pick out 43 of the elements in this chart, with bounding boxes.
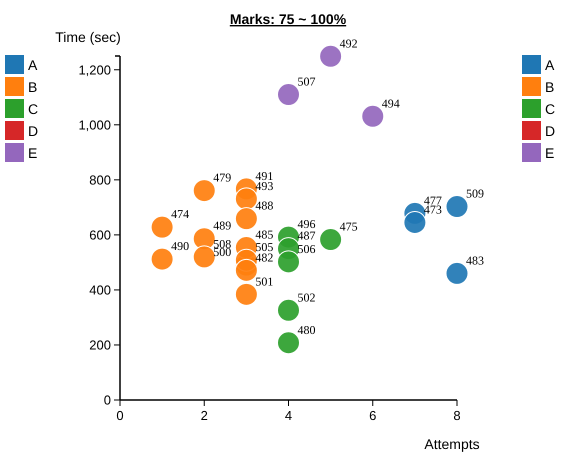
annotation: 491	[255, 168, 274, 183]
annotation: 507	[298, 74, 316, 89]
legend-label: E	[545, 144, 554, 161]
annotation: 483	[466, 253, 484, 268]
x-tick-label: 4	[284, 408, 292, 423]
annotation: 490	[171, 239, 190, 254]
x-tick-label: 8	[453, 408, 461, 423]
annotation: 509	[466, 186, 484, 201]
annotation: 496	[298, 217, 316, 232]
chart-title: Marks: 75 ~ 100%	[230, 11, 347, 27]
annotation: 502	[298, 290, 316, 304]
text: E	[28, 144, 38, 161]
x-tick-label: 6	[369, 408, 376, 423]
legend-label: A	[545, 56, 555, 73]
y-tick-label: 1,000	[78, 117, 111, 132]
annotation: 488	[255, 198, 274, 213]
annotation: 501	[255, 274, 274, 288]
y-tick-label: 800	[89, 172, 111, 188]
y-tick-label: 0	[104, 392, 111, 408]
x-axis-title: Attempts	[424, 436, 480, 452]
annotation: 485	[255, 228, 274, 242]
y-tick-label: 400	[89, 282, 111, 298]
annotation: 475	[340, 220, 358, 234]
annotation: 489	[213, 218, 232, 233]
annotation: 479	[213, 170, 232, 185]
x-tick-label: 2	[200, 408, 208, 423]
y-tick-label: 200	[89, 338, 111, 353]
annotation: 492	[340, 36, 358, 50]
annotation: 474	[171, 207, 190, 222]
annotation: 494	[382, 96, 400, 110]
text: B	[545, 78, 554, 95]
y-tick-label: 600	[89, 227, 111, 242]
text: C	[28, 100, 38, 117]
annotation: 480	[298, 322, 316, 337]
text: D	[545, 122, 556, 139]
y-axis-title: Time (sec)	[55, 29, 121, 45]
text: A	[28, 56, 38, 73]
legend-label: B	[28, 78, 38, 95]
y-tick-label: 1,200	[78, 62, 111, 78]
legend-label: C	[545, 100, 556, 117]
legend-label: D	[28, 122, 38, 139]
x-tick-label: 0	[116, 408, 124, 423]
annotation: 482	[255, 250, 274, 264]
